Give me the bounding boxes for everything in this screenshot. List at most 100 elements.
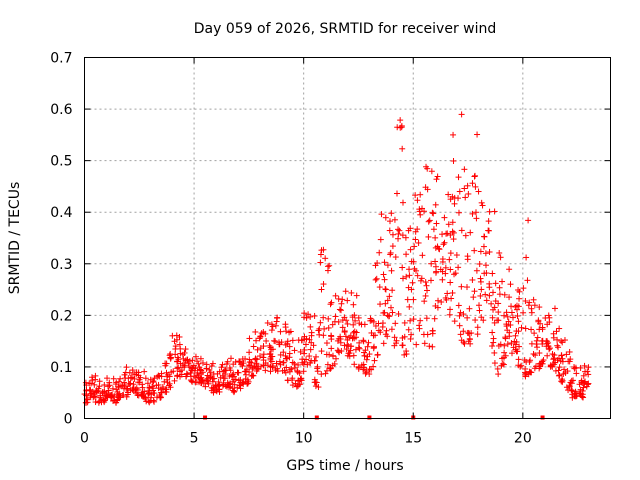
data-point xyxy=(117,375,124,382)
data-point xyxy=(364,343,371,350)
data-point xyxy=(400,199,407,206)
data-point xyxy=(337,333,344,340)
data-point xyxy=(148,394,155,401)
data-point xyxy=(559,339,566,346)
data-point xyxy=(399,275,406,282)
data-point xyxy=(386,218,393,225)
data-point xyxy=(555,372,562,379)
data-point xyxy=(267,368,274,375)
data-point xyxy=(308,332,315,339)
data-point xyxy=(556,364,563,371)
data-point xyxy=(314,368,321,375)
data-point xyxy=(343,346,350,353)
data-point xyxy=(540,357,547,364)
data-point xyxy=(260,351,267,358)
data-point xyxy=(151,398,158,405)
data-point xyxy=(324,263,331,270)
data-point xyxy=(324,361,331,368)
axis-marker xyxy=(367,415,372,420)
data-point xyxy=(508,303,515,310)
data-point xyxy=(87,380,94,387)
data-point xyxy=(482,250,489,257)
data-point xyxy=(450,131,457,138)
data-point xyxy=(377,301,384,308)
data-point xyxy=(501,349,508,356)
data-point xyxy=(351,361,358,368)
data-point xyxy=(226,373,233,380)
data-point xyxy=(543,343,550,350)
data-point xyxy=(550,334,557,341)
data-point xyxy=(229,385,236,392)
data-point xyxy=(530,296,537,303)
data-point xyxy=(209,378,216,385)
data-point xyxy=(388,267,395,274)
data-point xyxy=(486,248,493,255)
data-point xyxy=(472,317,479,324)
data-point xyxy=(428,277,435,284)
data-point xyxy=(432,263,439,270)
data-point xyxy=(532,352,539,359)
data-point xyxy=(521,357,528,364)
data-point xyxy=(397,117,404,124)
data-point xyxy=(425,233,432,240)
data-point xyxy=(222,371,229,378)
data-point xyxy=(350,334,357,341)
data-point xyxy=(444,230,451,237)
data-point xyxy=(381,259,388,266)
data-point xyxy=(202,383,209,390)
data-point xyxy=(387,249,394,256)
data-point xyxy=(421,298,428,305)
data-point xyxy=(300,368,307,375)
data-point xyxy=(489,289,496,296)
data-point xyxy=(456,322,463,329)
data-point xyxy=(235,369,242,376)
data-point xyxy=(328,299,335,306)
data-point xyxy=(109,391,116,398)
data-point xyxy=(361,321,368,328)
data-point xyxy=(321,325,328,332)
data-point xyxy=(207,369,214,376)
data-point xyxy=(499,278,506,285)
data-point xyxy=(486,284,493,291)
data-point xyxy=(282,324,289,331)
data-point xyxy=(507,321,514,328)
data-point xyxy=(514,313,521,320)
data-point xyxy=(194,358,201,365)
data-point xyxy=(342,288,349,295)
data-point xyxy=(137,374,144,381)
data-point xyxy=(483,270,490,277)
data-point xyxy=(496,249,503,256)
data-point xyxy=(422,279,429,286)
data-point xyxy=(115,394,122,401)
data-point xyxy=(219,361,226,368)
data-point xyxy=(516,343,523,350)
data-point xyxy=(491,349,498,356)
data-point xyxy=(489,314,496,321)
data-point xyxy=(298,377,305,384)
data-point xyxy=(307,313,314,320)
data-point xyxy=(131,371,138,378)
data-point xyxy=(447,266,454,273)
data-point xyxy=(236,358,243,365)
data-point xyxy=(377,236,384,243)
data-point xyxy=(464,284,471,291)
data-point xyxy=(462,232,469,239)
data-point xyxy=(368,329,375,336)
data-point xyxy=(150,378,157,385)
data-point xyxy=(109,385,116,392)
data-point xyxy=(501,342,508,349)
data-point xyxy=(461,185,468,192)
data-point xyxy=(399,264,406,271)
data-point xyxy=(405,326,412,333)
data-point xyxy=(257,353,264,360)
data-point xyxy=(252,355,259,362)
data-point xyxy=(317,259,324,266)
data-point xyxy=(254,346,261,353)
data-point xyxy=(432,244,439,251)
y-tick-label: 0 xyxy=(64,412,73,428)
data-point xyxy=(407,335,414,342)
data-point xyxy=(495,371,502,378)
data-point xyxy=(306,336,313,343)
data-point xyxy=(509,350,516,357)
data-point xyxy=(230,361,237,368)
